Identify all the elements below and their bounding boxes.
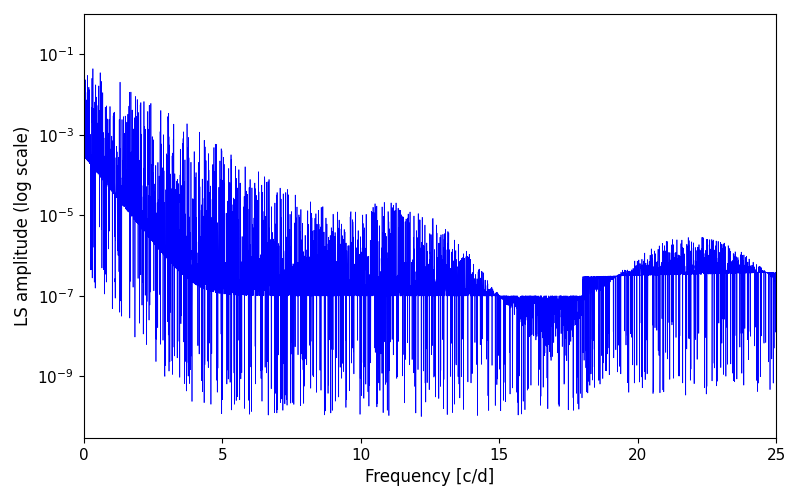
Y-axis label: LS amplitude (log scale): LS amplitude (log scale) xyxy=(14,126,32,326)
X-axis label: Frequency [c/d]: Frequency [c/d] xyxy=(366,468,494,486)
